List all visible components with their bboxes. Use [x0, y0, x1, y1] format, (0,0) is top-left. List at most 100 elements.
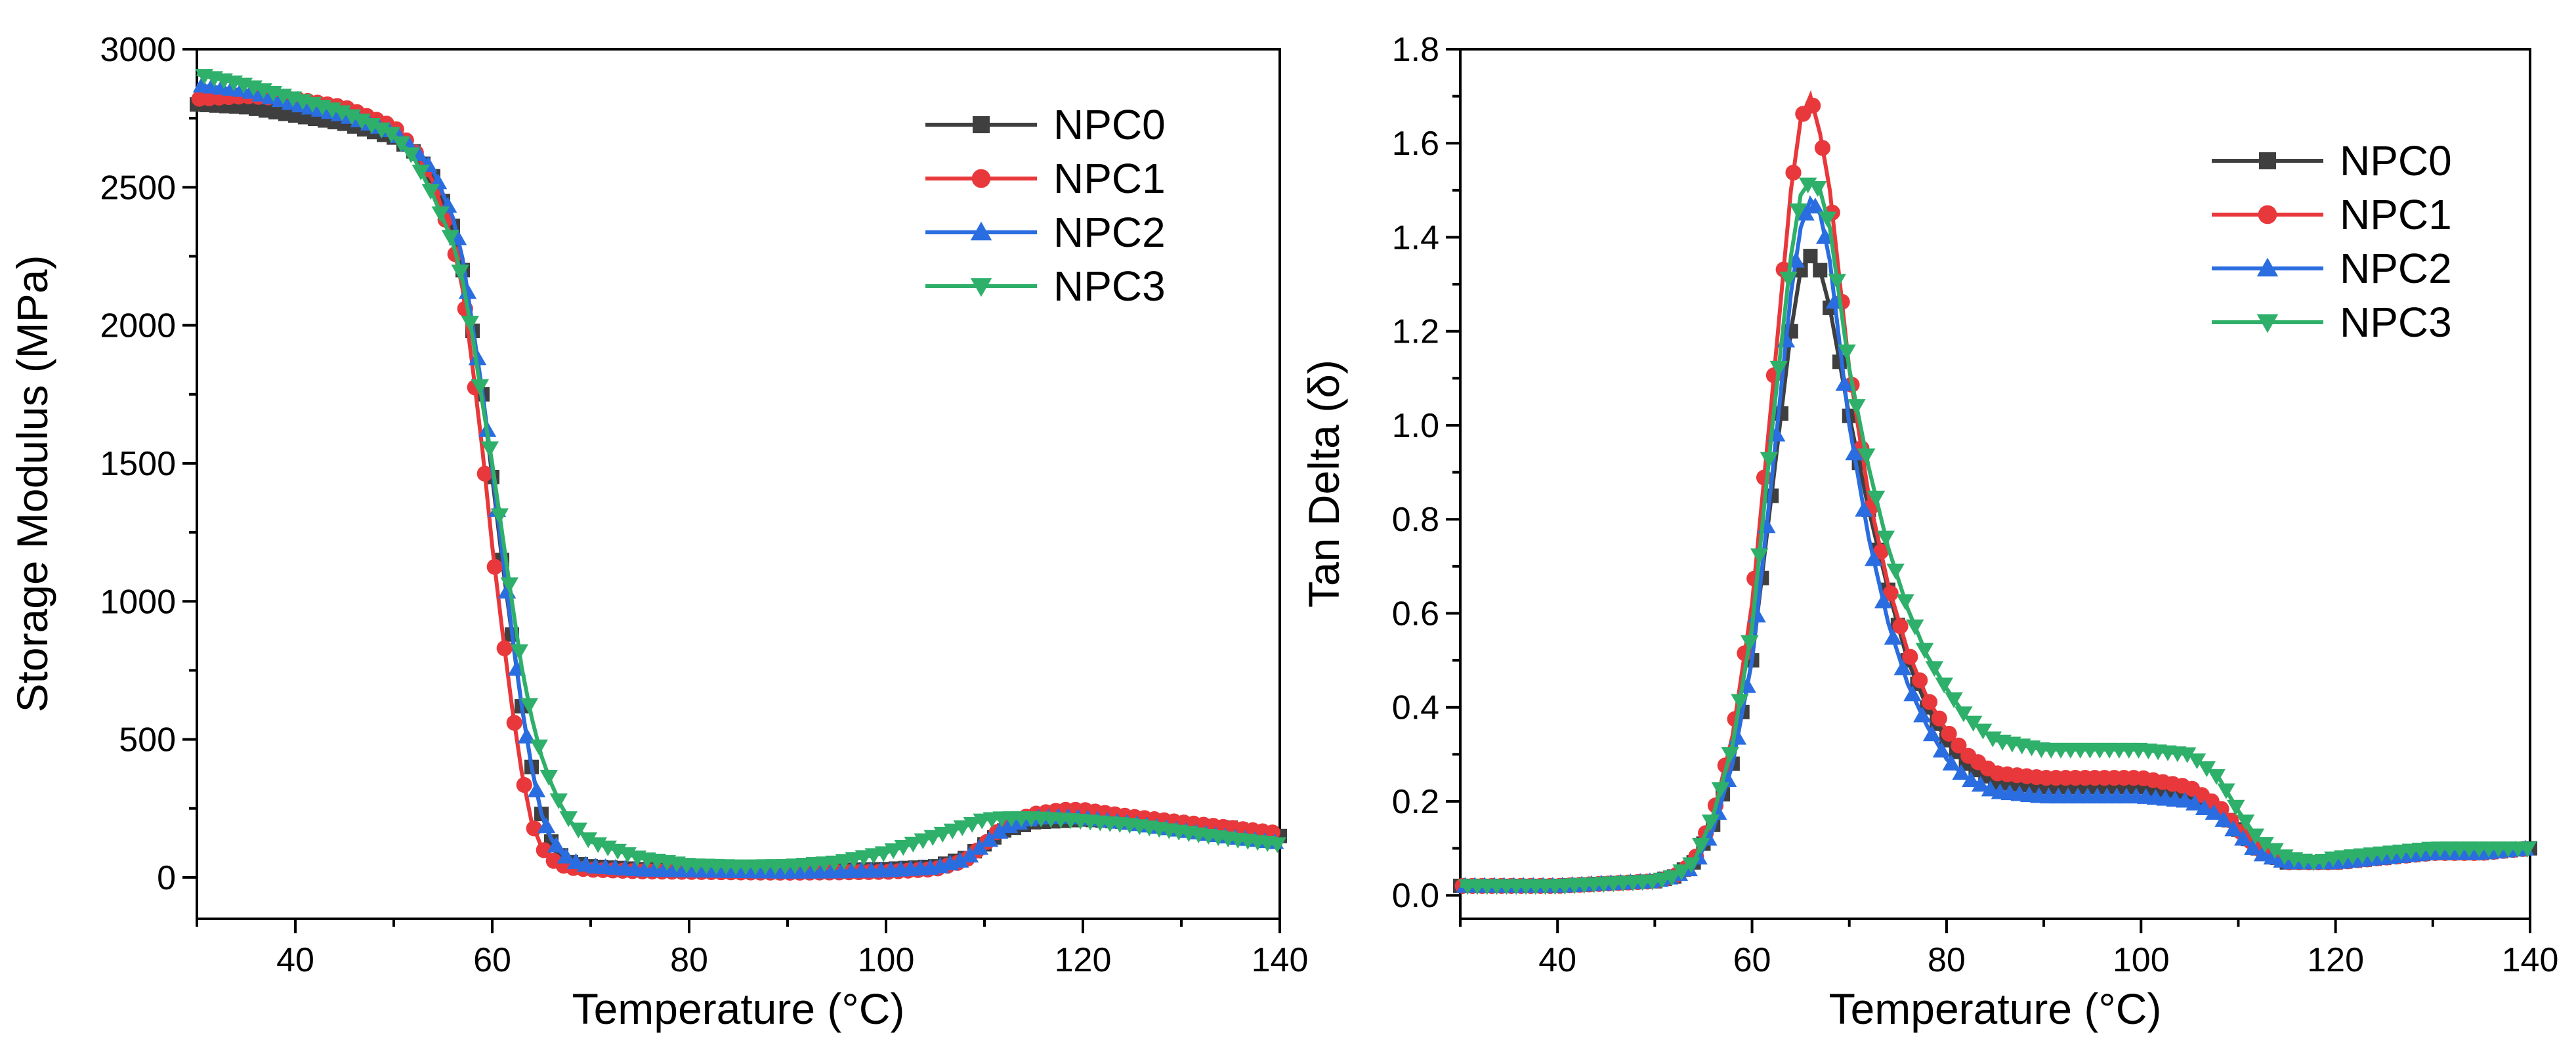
series-npc3: [195, 69, 1286, 876]
data-point: [1892, 618, 1909, 635]
y-tick-label: 0.4: [1392, 689, 1439, 727]
data-point: [2266, 843, 2284, 859]
data-point: [549, 793, 568, 809]
data-point: [1769, 360, 1788, 377]
storage-modulus-chart: 40 60 80 100 120 140 0 500 1000 1500 2000 2500 3000…: [8, 31, 1308, 1033]
y-tick-label: 0.6: [1392, 595, 1439, 633]
data-point: [362, 117, 381, 135]
legend-label: NPC2: [1053, 209, 1166, 256]
y-tick-label: 1.4: [1392, 219, 1439, 257]
legend-swatch-marker: [2258, 205, 2277, 224]
plot-frame: [196, 48, 1281, 920]
data-point: [1808, 180, 1827, 198]
data-point: [1935, 677, 1953, 694]
data-point: [1268, 837, 1286, 853]
data-point: [1692, 837, 1710, 854]
series-line: [196, 83, 1280, 874]
plot-frame: [1459, 48, 2531, 920]
data-point: [566, 853, 585, 870]
legend-label: NPC3: [2340, 299, 2452, 346]
data-point: [894, 839, 912, 856]
data-point: [960, 847, 979, 863]
data-point: [1731, 694, 1749, 710]
data-point: [557, 847, 576, 864]
data-point: [1789, 203, 1807, 220]
data-point: [2224, 820, 2243, 837]
data-point: [1922, 725, 1941, 742]
data-point: [1972, 776, 1990, 792]
data-point: [1806, 198, 1825, 214]
data-point: [2185, 794, 2204, 811]
y-tick-label: 0.0: [1392, 877, 1439, 915]
y-tick-label: 1.0: [1392, 407, 1439, 445]
x-tick-label: 80: [1928, 941, 1966, 979]
data-point: [382, 127, 400, 143]
y-tick-label: 0: [157, 859, 176, 897]
data-point: [1932, 742, 1951, 758]
legend-swatch-marker: [2256, 314, 2279, 333]
data-point: [510, 644, 528, 660]
data-point: [1886, 563, 1905, 580]
legend-item-npc1: NPC1: [2212, 191, 2452, 238]
series-npc1: [191, 88, 1280, 881]
series-npc3: [1458, 177, 2537, 895]
data-point: [530, 739, 548, 755]
data-point: [970, 839, 989, 855]
data-point: [333, 105, 351, 121]
legend: NPC0 NPC1 NPC2 NPC3: [2212, 137, 2452, 346]
y-tick-label: 1.8: [1392, 31, 1439, 69]
data-point: [1672, 864, 1691, 881]
x-tick-label: 100: [858, 941, 915, 979]
y-tick-label: 1.6: [1392, 125, 1439, 163]
legend-item-npc1: NPC1: [925, 155, 1166, 202]
legend-label: NPC2: [2340, 245, 2452, 292]
y-axis-label: Tan Delta (δ): [1299, 360, 1348, 608]
data-point: [520, 698, 538, 714]
data-point: [1941, 725, 1957, 742]
data-point: [1964, 715, 1983, 732]
data-point: [2195, 799, 2214, 816]
data-point: [559, 811, 578, 828]
series-group: [190, 69, 1287, 881]
data-point: [486, 559, 503, 575]
data-point: [1931, 710, 1947, 727]
data-point: [1876, 530, 1895, 547]
data-point: [2256, 837, 2274, 853]
data-point: [933, 826, 952, 843]
legend-swatch-marker: [970, 221, 992, 241]
data-point: [441, 230, 459, 246]
y-ticks: 0.0 0.2 0.4 0.6 0.8 1.0 1.2 1.4 1.6 1.8: [1392, 31, 1460, 915]
data-point: [1813, 263, 1828, 278]
data-point: [1896, 594, 1914, 610]
data-point: [1796, 204, 1815, 221]
data-point: [372, 122, 391, 138]
data-point: [1828, 274, 1846, 290]
data-point: [950, 851, 969, 868]
y-tick-label: 3000: [100, 31, 176, 69]
x-tick-label: 60: [1733, 941, 1771, 979]
data-point: [527, 781, 546, 797]
data-point: [1942, 754, 1961, 771]
data-point: [2205, 804, 2224, 820]
data-point: [963, 816, 981, 833]
x-tick-label: 60: [473, 941, 511, 979]
data-point: [1906, 619, 1924, 635]
data-point: [1974, 723, 1993, 740]
data-point: [2243, 839, 2262, 855]
data-point: [1903, 685, 1922, 702]
data-point: [2246, 828, 2265, 845]
x-tick-label: 100: [2113, 941, 2170, 979]
data-point: [1893, 659, 1912, 675]
data-point: [1682, 857, 1700, 874]
legend-item-npc2: NPC2: [2212, 245, 2452, 292]
data-point: [1814, 140, 1831, 156]
y-ticks: 0 500 1000 1500 2000 2500 3000: [100, 31, 197, 897]
legend-item-npc0: NPC0: [925, 101, 1166, 148]
tan-delta-chart: 40 60 80 100 120 140 0.0 0.2 0.4 0.6 0.8 1.0 1.2 1.4…: [1299, 31, 2558, 1033]
data-point: [953, 820, 971, 837]
data-point: [1981, 780, 2000, 797]
x-ticks: 40 60 80 100 120 140: [196, 919, 1308, 979]
data-point: [516, 776, 532, 793]
data-point: [1884, 629, 1903, 645]
data-point: [943, 823, 961, 839]
